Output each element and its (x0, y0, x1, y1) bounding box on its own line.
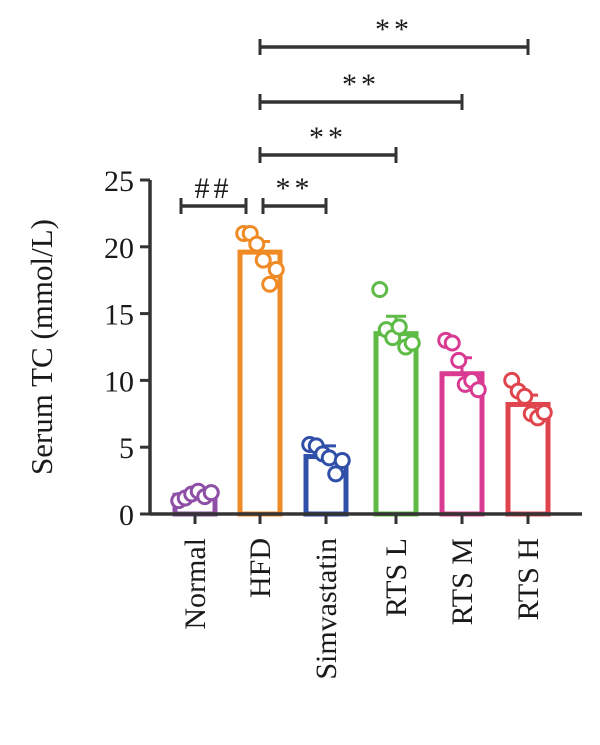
data-point (333, 452, 351, 470)
data-point (202, 484, 220, 502)
data-point (254, 251, 272, 269)
significance-layer: ## ** ** ** ** (179, 13, 530, 214)
data-point (535, 403, 553, 421)
data-point (390, 318, 408, 336)
significance-label: ## (195, 172, 233, 205)
bar-3 (373, 331, 419, 517)
y-tick-label: 5 (119, 432, 134, 465)
data-point (371, 281, 389, 299)
data-point (516, 387, 534, 405)
y-tick-label: 20 (104, 232, 134, 265)
y-tick-label: 25 (104, 165, 134, 198)
y-tick-label: 15 (104, 299, 134, 332)
y-tick-label: 0 (119, 499, 134, 532)
data-point (450, 351, 468, 369)
x-tick-label: Simvastatin (310, 538, 343, 680)
points-layer (170, 224, 553, 510)
axes-layer: 0 5 10 15 20 25 Normal HFD Simvastatin RTS L RTS M… (104, 165, 582, 680)
significance-label: ** (276, 172, 314, 205)
data-point (261, 275, 279, 293)
data-point (248, 235, 266, 253)
x-tick-label: RTS M (446, 538, 479, 625)
y-tick-label: 10 (104, 365, 134, 398)
data-point (469, 381, 487, 399)
x-tick-label: RTS L (380, 538, 413, 617)
x-tick-label: Normal (179, 538, 212, 630)
data-point (267, 261, 285, 279)
data-point (327, 465, 345, 483)
significance-label: ** (375, 13, 413, 46)
significance-label: ** (342, 68, 380, 101)
significance-label: ** (309, 121, 347, 154)
bars-layer (172, 239, 551, 517)
x-tick-label: RTS H (512, 538, 545, 620)
data-point (443, 334, 461, 352)
x-tick-label: HFD (244, 538, 277, 598)
data-point (403, 334, 421, 352)
y-axis-label: Serum TC (mmol/L) (24, 219, 59, 475)
